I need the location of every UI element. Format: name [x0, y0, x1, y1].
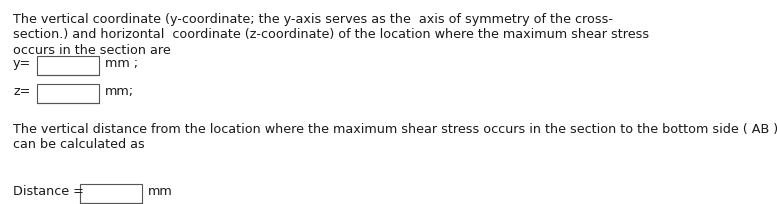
Text: occurs in the section are: occurs in the section are: [13, 44, 171, 57]
Text: The vertical distance from the location where the maximum shear stress occurs in: The vertical distance from the location …: [13, 122, 777, 135]
Text: section.) and horizontal  coordinate (z-coordinate) of the location where the ma: section.) and horizontal coordinate (z-c…: [13, 28, 649, 41]
FancyBboxPatch shape: [37, 57, 99, 76]
Text: The vertical coordinate (y-coordinate; the y-axis serves as the  axis of symmetr: The vertical coordinate (y-coordinate; t…: [13, 13, 613, 26]
Text: Distance =: Distance =: [13, 184, 84, 197]
Text: mm;: mm;: [105, 85, 134, 98]
FancyBboxPatch shape: [80, 184, 142, 203]
Text: z=: z=: [13, 85, 30, 98]
Text: mm ;: mm ;: [105, 57, 138, 70]
Text: y=: y=: [13, 57, 31, 70]
FancyBboxPatch shape: [37, 85, 99, 103]
Text: can be calculated as: can be calculated as: [13, 138, 145, 151]
Text: mm: mm: [148, 184, 172, 197]
